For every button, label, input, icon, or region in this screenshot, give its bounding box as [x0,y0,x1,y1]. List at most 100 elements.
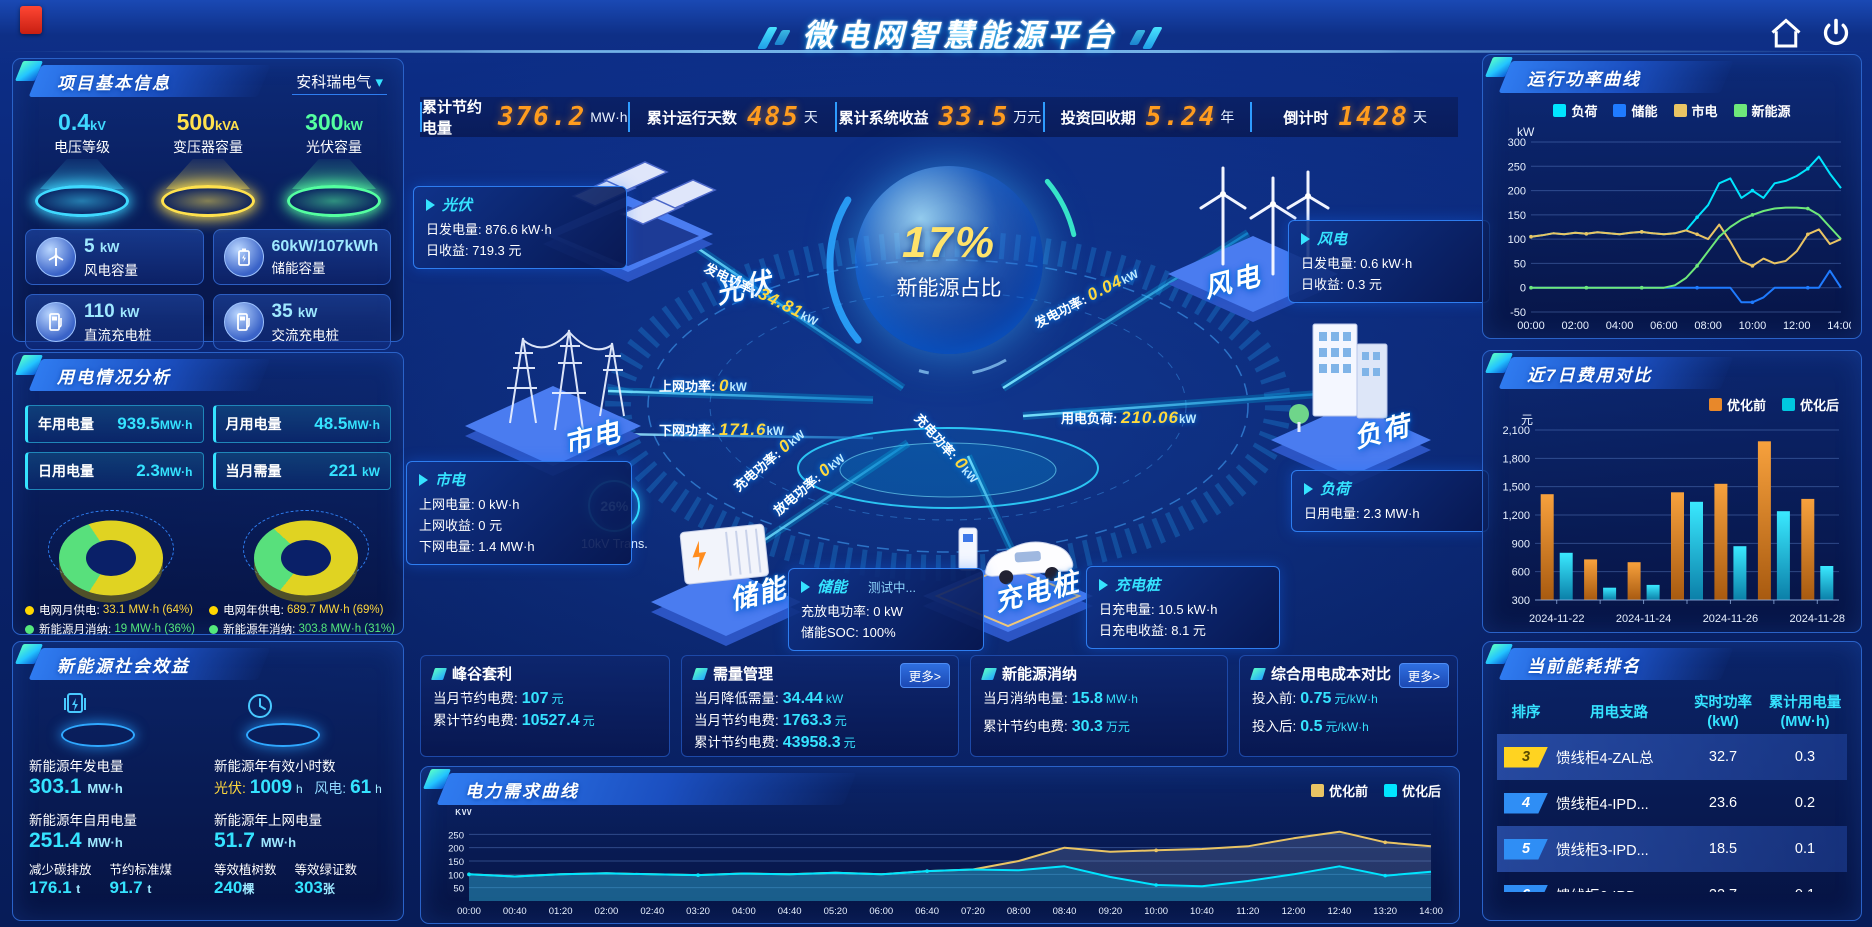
callout-arrow-icon [1304,482,1313,495]
svg-text:150: 150 [1508,210,1526,222]
legend-item[interactable]: 优化后 [1383,781,1441,800]
svg-text:06:40: 06:40 [915,906,939,917]
panel-title: 近7日费用对比 [1527,366,1653,385]
svg-text:100: 100 [448,870,464,881]
legend-grid-year: 电网年供电: 689.7 MW·h (69%) [209,602,395,618]
legend-item[interactable]: 市电 [1673,101,1718,120]
svg-text:150: 150 [448,857,464,868]
svg-text:2,100: 2,100 [1502,425,1530,437]
callout-arrow-icon [1301,232,1310,245]
new-energy-ratio-label: 新能源占比 [896,277,1002,300]
panel-power-curve: 运行功率曲线 负荷 储能 市电 新能源 kW -50 0 50 100 150 200 250 300… [1482,54,1862,339]
svg-text:600: 600 [1512,567,1530,579]
cost-compare-chart: 元 300 600 900 1,200 1,500 1,800 2,100 2024-11-22… [1502,413,1845,625]
panel-title: 新能源社会效益 [57,657,190,676]
svg-text:00:40: 00:40 [503,906,527,917]
panel-project-info-header: 项目基本信息 安科瑞电气 ▾ [14,61,393,99]
demand-curve-legend: 优化前 优化后 [1310,781,1441,800]
svg-text:04:40: 04:40 [778,906,802,917]
kpi-countdown: 倒计时 1428 天 [1250,102,1458,132]
storage-testing-badge: 测试中... [868,581,916,595]
svg-text:50: 50 [453,884,464,895]
svg-text:00:00: 00:00 [1517,320,1545,332]
flow-grid-feed-in: 上网功率: 0kW [659,376,747,395]
legend-item[interactable]: 优化后 [1781,395,1839,414]
panel-demand-management: 需量管理 更多> 当月降低需量: 34.44 kW 当月节约电费: 1763.3 元 累… [681,655,959,757]
stat-year-energy: 年用电量 939.5MW·h [25,405,204,443]
callout-charger: 充电桩 日充电量: 10.5 kW·h 日充电收益: 8.1 元 [1086,566,1280,649]
pedestal-row: 0.4kV 电压等级 500kVA 变压器容量 300kW 光伏容量 [13,99,403,217]
kpi-payback-period: 投资回收期 5.24 年 [1042,102,1251,132]
new-energy-ratio-sphere: 17% 新能源占比 [855,166,1043,354]
pedestal-pv-capacity: 300kW 光伏容量 [280,109,388,217]
card-ac-charger: 35 kW 交流充电桩 [212,294,391,350]
power-icon[interactable] [1818,16,1854,52]
svg-text:14:00: 14:00 [1419,906,1443,917]
legend-item[interactable]: 负荷 [1553,101,1597,120]
company-selector[interactable]: 安科瑞电气 ▾ [292,71,387,95]
power-stats: 年用电量 939.5MW·h 月用电量 48.5MW·h 日用电量 2.3MW·h 当… [13,393,403,490]
svg-text:02:00: 02:00 [1562,320,1590,332]
svg-text:12:00: 12:00 [1282,906,1306,917]
svg-text:04:00: 04:00 [732,906,756,917]
panel-title: 电力需求曲线 [465,782,579,801]
svg-text:kW: kW [455,809,473,818]
cost-compare-legend: 优化前 优化后 [1483,395,1861,414]
rank-badge: 4 [1504,792,1548,814]
cost-more-button[interactable]: 更多> [1398,663,1449,688]
page-title: 微电网智慧能源平台 [757,10,1163,55]
svg-text:2024-11-26: 2024-11-26 [1703,613,1758,625]
grid-island-art [465,329,641,476]
legend-item[interactable]: 优化前 [1708,395,1766,414]
svg-text:12:00: 12:00 [1783,320,1811,332]
social-generation: 新能源年发电量 303.1 MW·h 新能源年自用电量 251.4 MW·h 减… [29,690,204,898]
callout-arrow-icon [419,473,428,486]
svg-text:元: 元 [1521,414,1533,427]
callout-storage: 储能 测试中... 充放电功率: 0 kW 储能SOC: 100% [788,568,984,651]
svg-text:04:00: 04:00 [1606,320,1634,332]
table-row[interactable]: 3 馈线柜4-ZAL总 32.7 0.3 [1497,734,1847,780]
panel-title: 项目基本信息 [57,74,171,93]
callout-arrow-icon [1099,578,1108,591]
svg-text:2024-11-24: 2024-11-24 [1616,613,1671,625]
mini-corner-icon [981,667,997,680]
legend-item[interactable]: 新能源 [1733,101,1791,120]
pedestal-voltage: 0.4kV 电压等级 [28,109,136,217]
svg-text:1,200: 1,200 [1502,510,1530,522]
mini-corner-icon [431,667,447,680]
panel-demand-curve: 电力需求曲线 优化前 优化后 kW 50 100 150 200 250 00:00 00:40… [420,766,1460,924]
panel-peak-valley-arbitrage: 峰谷套利 当月节约电费: 107 元 累计节约电费: 10527.4 元 [420,655,670,757]
svg-text:01:20: 01:20 [549,906,573,917]
svg-text:10:40: 10:40 [1190,906,1214,917]
svg-text:09:20: 09:20 [1098,906,1122,917]
svg-text:250: 250 [1508,161,1526,173]
stat-month-energy: 月用电量 48.5MW·h [212,405,391,443]
ranking-table: 排序 用电支路 实时功率 (kW) 累计用电量 (MW·h) 3 馈线柜4-ZAL总… [1497,692,1847,892]
svg-text:03:20: 03:20 [686,906,710,917]
title-left-slash-icon [757,26,778,49]
table-row[interactable]: 4 馈线柜4-IPD... 23.6 0.2 [1497,780,1847,826]
social-hours: 新能源年有效小时数 光伏: 1009 h 风电: 61 h 新能源年上网电量 5… [214,690,389,898]
mini-corner-icon [692,667,708,680]
demand-more-button[interactable]: 更多> [899,663,950,688]
kpi-system-revenue: 累计系统收益 33.5 万元 [835,102,1043,132]
card-wind-capacity: 5 kW 风电容量 [25,229,204,285]
svg-text:13:20: 13:20 [1373,906,1397,917]
svg-text:02:40: 02:40 [640,906,664,917]
table-row[interactable]: 6 馈线柜6-IPD 22.70.1 [1497,872,1847,892]
legend-item[interactable]: 优化前 [1310,781,1368,800]
dc-charger-icon [36,302,76,342]
card-dc-charger: 110 kW 直流充电桩 [25,294,204,350]
legend-item[interactable]: 储能 [1613,101,1658,120]
storage-island-art [651,523,801,646]
home-icon[interactable] [1768,16,1804,52]
svg-text:2024-11-28: 2024-11-28 [1790,613,1845,625]
svg-text:kW: kW [1517,125,1535,139]
svg-text:08:00: 08:00 [1694,320,1722,332]
power-curve-chart: kW -50 0 50 100 150 200 250 300 00:00 02:00 04:00 06… [1508,125,1855,332]
panel-title: 当前能耗排名 [1527,657,1641,676]
ranking-table-wrap: 排序 用电支路 实时功率 (kW) 累计用电量 (MW·h) 3 馈线柜4-ZAL总… [1483,682,1861,892]
table-row[interactable]: 5 馈线柜3-IPD... 18.5 0.1 [1497,826,1847,872]
demand-curve-chart: kW 50 100 150 200 250 00:00 00:40 01:20 02:00 02:4… [448,804,1443,917]
